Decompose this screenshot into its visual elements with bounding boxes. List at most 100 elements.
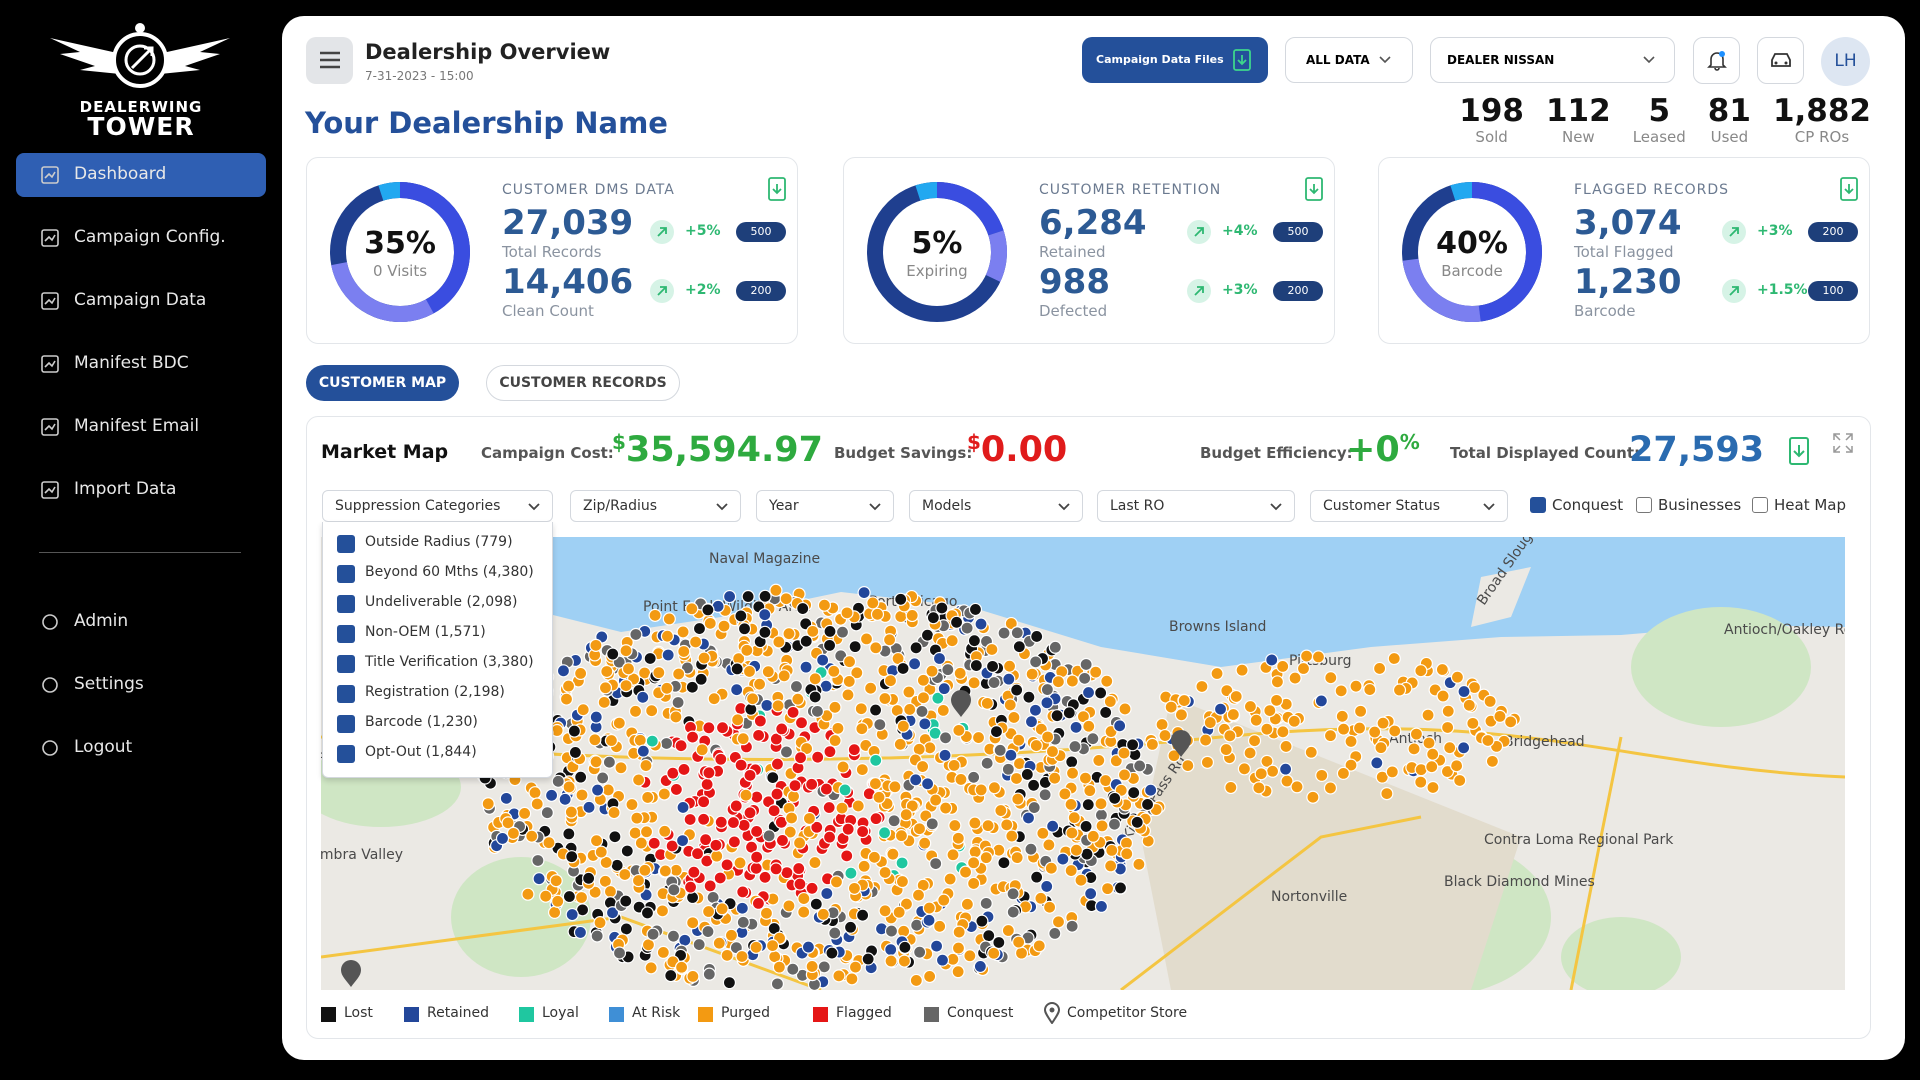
suppression-checkbox[interactable] [337, 595, 355, 613]
map-dot [975, 914, 989, 928]
dealer-select[interactable]: DEALER NISSAN [1430, 37, 1675, 83]
map-dot [1064, 863, 1078, 878]
stat-value: 5 [1648, 93, 1671, 129]
suppression-checkbox[interactable] [337, 535, 355, 553]
checkbox[interactable] [1530, 497, 1546, 513]
map-dot [605, 906, 620, 920]
map-dot [604, 733, 618, 748]
map-dot [749, 861, 763, 875]
nav-item[interactable]: Campaign Data [74, 290, 207, 310]
map-dot [1219, 742, 1233, 757]
map-dot [948, 818, 962, 833]
map-dot [842, 655, 857, 669]
nav-item[interactable]: Import Data [74, 479, 177, 499]
map-dot [896, 661, 910, 676]
map-dot [1296, 661, 1311, 676]
map-dot [1304, 745, 1318, 759]
suppression-item: Registration (2,198) [365, 684, 505, 700]
suppression-checkbox[interactable] [337, 715, 355, 733]
map-dot [933, 919, 947, 933]
nav-item[interactable]: Campaign Config. [74, 227, 226, 247]
nav-item[interactable]: Dashboard [74, 164, 167, 184]
map-dot [582, 871, 596, 885]
map-dot [1113, 881, 1128, 895]
chevron [1483, 503, 1495, 511]
map-dot [645, 704, 659, 718]
filter-select[interactable]: Zip/Radius [570, 490, 741, 522]
bell-button[interactable] [1693, 37, 1740, 84]
map-dot [743, 768, 757, 782]
metric-value: $35,594.97 [612, 430, 823, 470]
map-dot [1140, 797, 1155, 812]
map-dot [655, 904, 670, 918]
legend-label: Conquest [947, 1005, 1014, 1021]
map-dot [620, 844, 634, 858]
map-dot [667, 883, 681, 897]
map-dot [992, 935, 1006, 950]
nav-item[interactable]: Manifest Email [74, 416, 200, 436]
chevron [869, 503, 881, 511]
map-dot [1426, 747, 1440, 761]
map-dot [656, 945, 670, 959]
map-dot [1025, 667, 1039, 681]
map-dot [799, 741, 814, 756]
map-dot [769, 862, 783, 876]
map-dot [737, 622, 752, 636]
data-select[interactable]: ALL DATA [1285, 37, 1413, 83]
map-dot [562, 889, 576, 904]
map-dot [835, 625, 850, 639]
map-dot [630, 811, 644, 825]
map-dot [729, 799, 743, 813]
filter-select[interactable]: Customer Status [1310, 490, 1508, 522]
map-dot [1065, 919, 1079, 933]
map-dot [925, 817, 939, 831]
legend-label: At Risk [632, 1005, 681, 1021]
nav-item[interactable]: Logout [74, 737, 133, 757]
map-dot [811, 750, 825, 764]
nav-item[interactable]: Admin [74, 611, 129, 631]
map-dot [597, 695, 611, 709]
map-dot [1045, 744, 1060, 759]
tab[interactable]: CUSTOMER MAP [306, 365, 459, 401]
map-dot [703, 879, 717, 893]
suppression-checkbox[interactable] [337, 655, 355, 673]
map-dot [908, 657, 922, 671]
map-dot [1352, 721, 1367, 735]
map-dot [1027, 778, 1041, 792]
tab[interactable]: CUSTOMER RECORDS [486, 365, 680, 401]
map-dot [1385, 765, 1399, 779]
map-dot [918, 717, 932, 731]
map-place: Bridgehead [1504, 734, 1585, 750]
suppression-item: Opt-Out (1,844) [365, 744, 477, 760]
car-button[interactable] [1757, 37, 1804, 84]
map-dot [695, 743, 709, 757]
map-dot [899, 897, 914, 911]
suppression-checkbox[interactable] [337, 565, 355, 583]
filter-select[interactable]: Models [909, 490, 1083, 522]
suppression-checkbox[interactable] [337, 685, 355, 703]
nav-item[interactable]: Manifest BDC [74, 353, 189, 373]
map-road [1120, 815, 1422, 990]
suppression-checkbox[interactable] [337, 625, 355, 643]
filter-select[interactable]: Suppression Categories [322, 490, 553, 522]
map-dot [1030, 870, 1044, 884]
checkbox[interactable] [1636, 497, 1652, 513]
map-dot [1094, 808, 1109, 822]
map-dot [911, 888, 926, 902]
nav-item[interactable]: Settings [74, 674, 144, 694]
map-dot [808, 672, 822, 686]
map-dot [687, 865, 701, 879]
row-value: 6,284 [1039, 203, 1147, 243]
filter-select[interactable]: Last RO [1097, 490, 1295, 522]
map-dot [1323, 729, 1338, 743]
files-button[interactable]: Campaign Data Files [1082, 37, 1268, 83]
checkbox[interactable] [1752, 497, 1768, 513]
donut-ring [330, 182, 470, 322]
map-dot [1089, 665, 1103, 679]
suppression-checkbox[interactable] [337, 745, 355, 763]
stat: 1,882 CP ROs [1773, 94, 1871, 146]
map-dot [589, 710, 603, 724]
avatar[interactable]: LH [1821, 37, 1870, 86]
map-dot [848, 960, 863, 974]
